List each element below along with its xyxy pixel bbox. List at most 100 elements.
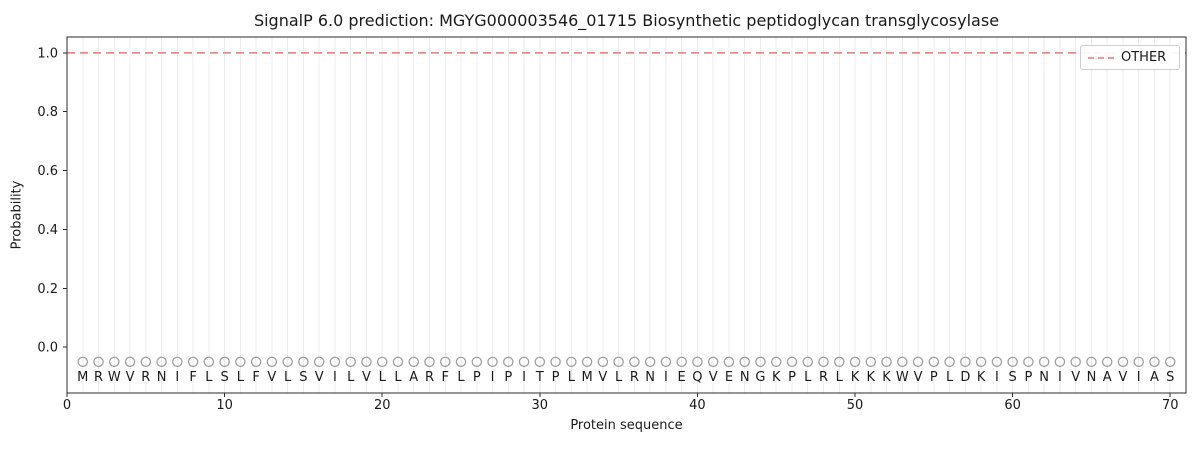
residue-marker	[818, 356, 829, 368]
residue-letter: L	[946, 370, 954, 385]
residue-marker	[361, 356, 372, 368]
residue-letter: S	[220, 370, 228, 385]
residue-marker	[991, 356, 1003, 368]
residue-marker	[235, 356, 246, 368]
x-tick-label: 30	[532, 398, 549, 413]
residue-marker	[534, 356, 546, 368]
residue-marker	[1023, 356, 1034, 368]
y-tick-label: 0.4	[37, 223, 58, 238]
residue-letter: V	[598, 370, 607, 385]
residue-letter: K	[851, 370, 860, 385]
residue-letter: I	[664, 370, 668, 385]
residue-marker	[266, 356, 278, 368]
residue-letter: I	[522, 370, 526, 385]
residue-marker	[298, 356, 309, 368]
residue-marker	[187, 356, 199, 368]
residue-marker	[755, 356, 766, 368]
x-tick-label: 10	[216, 398, 233, 413]
x-tick-label: 60	[1004, 398, 1021, 413]
residue-marker	[1101, 356, 1113, 368]
residue-letter: S	[1009, 370, 1017, 385]
x-tick-label: 70	[1162, 398, 1179, 413]
legend-other-label: OTHER	[1121, 50, 1167, 65]
residue-letter: K	[882, 370, 891, 385]
residue-marker	[550, 356, 561, 368]
residue-letter: V	[1071, 370, 1080, 385]
residue-marker	[345, 356, 356, 368]
residue-marker	[329, 356, 341, 368]
residue-marker	[739, 356, 750, 368]
residue-letter: A	[1150, 370, 1159, 385]
residue-letter: V	[709, 370, 718, 385]
residue-letter: Q	[692, 370, 702, 385]
residue-letter: P	[552, 370, 560, 385]
residue-letter: P	[1024, 370, 1032, 385]
y-axis-label: Probability	[9, 180, 25, 250]
residue-marker	[802, 356, 813, 368]
residue-letter: E	[678, 370, 686, 385]
residue-letter: S	[1166, 370, 1174, 385]
residue-letter: P	[504, 370, 512, 385]
residue-marker	[376, 356, 388, 368]
residue-marker	[1117, 356, 1129, 368]
x-axis-label: Protein sequence	[570, 418, 683, 433]
residue-marker	[660, 356, 672, 368]
y-tick-label: 0.2	[37, 282, 58, 297]
residue-marker	[156, 356, 167, 368]
residue-marker	[1038, 356, 1050, 368]
residue-letter: N	[1087, 370, 1097, 385]
residue-marker	[770, 356, 782, 368]
residue-marker	[912, 356, 924, 368]
residue-letter: L	[347, 370, 355, 385]
residue-letter: K	[977, 370, 986, 385]
residue-marker	[203, 356, 215, 368]
residue-letter: K	[772, 370, 781, 385]
residue-letter: I	[1058, 370, 1062, 385]
residue-marker	[455, 356, 467, 368]
residue-letter: E	[725, 370, 733, 385]
residue-letter: R	[141, 370, 150, 385]
residue-marker	[944, 356, 955, 368]
residue-letter: L	[379, 370, 387, 385]
residue-letter: F	[442, 370, 449, 385]
residue-marker	[109, 356, 120, 368]
residue-marker	[581, 356, 593, 368]
residue-letter: T	[535, 370, 544, 385]
residue-marker	[282, 356, 293, 368]
residue-marker	[93, 356, 104, 368]
residue-letter: N	[1039, 370, 1049, 385]
y-tick-label: 0.0	[37, 341, 58, 356]
residue-marker	[408, 356, 419, 368]
residue-letter: L	[284, 370, 292, 385]
residue-letter: V	[1119, 370, 1128, 385]
residue-marker	[960, 356, 971, 368]
residue-letter: I	[995, 370, 999, 385]
residue-marker	[140, 356, 152, 368]
residue-letter: A	[409, 370, 418, 385]
residue-letter: L	[237, 370, 245, 385]
residue-marker	[849, 356, 861, 368]
residue-marker	[1164, 356, 1176, 368]
residue-marker	[865, 356, 877, 368]
residue-letter: I	[1137, 370, 1141, 385]
residue-letter: I	[491, 370, 495, 385]
residue-letter: A	[1103, 370, 1112, 385]
residue-marker	[613, 356, 624, 368]
residue-marker	[928, 356, 940, 368]
residue-letter: R	[425, 370, 434, 385]
residue-marker	[219, 356, 230, 368]
residue-marker	[440, 356, 451, 368]
residue-marker	[897, 356, 908, 368]
residue-letter: V	[126, 370, 135, 385]
residue-marker	[692, 356, 703, 368]
residue-marker	[77, 356, 89, 368]
residue-marker	[1149, 356, 1160, 368]
residue-marker	[471, 356, 483, 368]
residue-marker	[124, 356, 136, 368]
residue-marker	[1086, 356, 1097, 368]
residue-letter: K	[867, 370, 876, 385]
residue-marker	[424, 356, 435, 368]
residue-letter: M	[581, 370, 592, 385]
